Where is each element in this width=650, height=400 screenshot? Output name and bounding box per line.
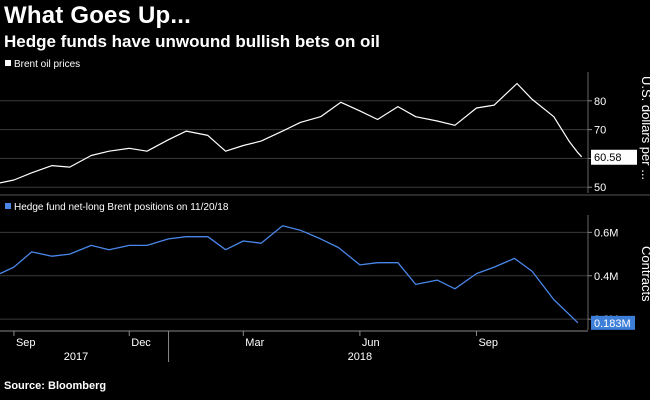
positions-y-axis-label: Contracts xyxy=(639,246,650,302)
x-axis-ticks: Sep Dec Mar Jun Sep 2017 2018 xyxy=(13,331,498,363)
positions-last-value-label: 0.183M xyxy=(594,318,631,330)
price-tick-label: 80 xyxy=(594,96,606,108)
x-tick-label: Mar xyxy=(245,337,264,349)
x-tick-label: Sep xyxy=(478,337,498,349)
x-tick-label: Dec xyxy=(131,337,151,349)
price-last-value-label: 60.58 xyxy=(594,152,622,164)
positions-gridlines xyxy=(0,231,588,320)
chart-title: What Goes Up... xyxy=(4,2,192,29)
source-note: Source: Bloomberg xyxy=(4,380,107,392)
positions-y-ticks: 0.2M0.4M0.6M xyxy=(588,227,618,326)
price-series-line xyxy=(0,82,583,184)
price-tick-label: 50 xyxy=(594,182,606,194)
x-tick-label: Sep xyxy=(16,337,36,349)
price-gridlines xyxy=(0,100,588,188)
x-year-label: 2017 xyxy=(64,351,88,363)
price-tick-label: 70 xyxy=(594,125,606,137)
price-legend-label: Brent oil prices xyxy=(14,59,80,70)
positions-series-line xyxy=(0,225,579,324)
positions-panel: Hedge fund net-long Brent positions on 1… xyxy=(0,202,650,330)
positions-tick-label: 0.4M xyxy=(594,271,618,283)
positions-legend-label: Hedge fund net-long Brent positions on 1… xyxy=(14,202,229,213)
positions-last-value-badge xyxy=(591,315,635,330)
chart-subtitle: Hedge funds have unwound bullish bets on… xyxy=(4,32,380,51)
price-panel: Brent oil prices 50607080 60.58 U.S. dol… xyxy=(0,59,650,194)
positions-tick-label: 0.6M xyxy=(594,227,618,239)
positions-legend-swatch xyxy=(5,203,11,209)
x-axis: Sep Dec Mar Jun Sep 2017 2018 xyxy=(0,330,588,363)
price-y-ticks: 50607080 xyxy=(588,96,606,194)
x-year-label: 2018 xyxy=(348,351,372,363)
x-tick-label: Jun xyxy=(362,337,380,349)
price-legend-swatch xyxy=(5,60,11,66)
price-last-value-badge xyxy=(591,149,637,165)
price-y-axis-label: U.S. dollars per ... xyxy=(639,76,650,180)
